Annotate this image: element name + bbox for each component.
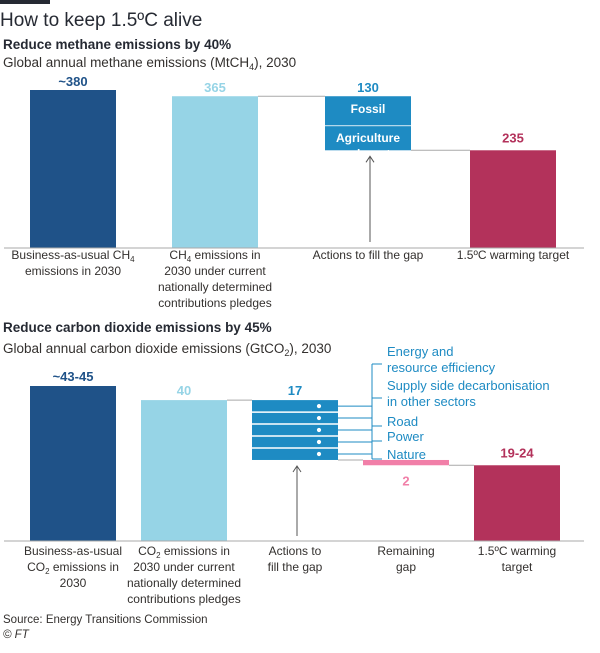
value-label-current-pledges: 365 — [204, 80, 226, 95]
annotation-4-line1: Nature — [387, 447, 426, 462]
co2-gap-arrow-head — [292, 465, 302, 473]
copyright: © FT — [3, 629, 30, 641]
category-remaining-gap-line1: Remaining — [377, 544, 434, 558]
annotation-3-line1: Power — [387, 429, 425, 444]
value-label-gap: 130 — [357, 80, 379, 95]
category-business-as-usual-line1: Business-as-usual CH4 — [11, 248, 135, 264]
category-actions-gap-line2: fill the gap — [268, 560, 323, 574]
category-current-pledges-line4: contributions pledges — [158, 296, 271, 310]
category-current-pledges-line2: 2030 under current — [133, 560, 235, 574]
annotation-1-line1: Supply side decarbonisation — [387, 378, 550, 393]
segment-fossil — [325, 96, 411, 126]
category-warming-target-line1: 1.5ºC warming — [478, 544, 556, 558]
methane-subtitle: Reduce methane emissions by 40% — [3, 37, 231, 52]
category-business-as-usual-line1: Business-as-usual — [24, 544, 122, 558]
category-warming-target-line2: target — [502, 560, 533, 574]
bar-current-pledges — [141, 400, 227, 541]
category-actions-gap: Actions to fill the gap — [313, 248, 424, 262]
category-current-pledges-line1: CH4 emissions in — [169, 248, 260, 264]
co2-description: Global annual carbon dioxide emissions (… — [3, 341, 331, 358]
callout-dot-3 — [315, 438, 323, 446]
chart-title: How to keep 1.5ºC alive — [0, 10, 202, 31]
segment-agriculture-label: Agriculture — [336, 131, 400, 145]
value-label-warming-target: 19-24 — [500, 445, 534, 460]
category-current-pledges-line3: nationally determined — [127, 576, 241, 590]
category-current-pledges-line2: 2030 under current — [164, 264, 266, 278]
category-warming-target: 1.5ºC warming target — [457, 248, 570, 262]
category-current-pledges-line4: contributions pledges — [127, 592, 240, 606]
annotation-1-line2: in other sectors — [387, 394, 476, 409]
callout-dot-0 — [315, 402, 323, 410]
callout-dot-2 — [315, 426, 323, 434]
bar-business-as-usual — [30, 90, 116, 248]
annotation-0-line2: resource efficiency — [387, 360, 496, 375]
category-business-as-usual-line3: 2030 — [60, 576, 87, 590]
annotation-0-line1: Energy and — [387, 344, 454, 359]
category-remaining-gap-line2: gap — [396, 560, 416, 574]
source-note: Source: Energy Transitions Commission — [3, 614, 208, 626]
bar-remaining-gap — [363, 459, 449, 466]
segment-waste-label: and waste — [339, 147, 397, 161]
co2-subtitle: Reduce carbon dioxide emissions by 45% — [3, 320, 272, 335]
annotation-2-line1: Road — [387, 414, 418, 429]
methane-chart: Fossil Agriculture and waste ~380 365 130 235 B… — [4, 74, 584, 310]
value-label-remaining-gap: 2 — [402, 473, 409, 488]
bar-current-pledges — [172, 96, 258, 248]
methane-gap-arrow-head — [365, 155, 375, 163]
segment-agriculture-waste — [325, 126, 411, 151]
value-label-gap: 17 — [288, 383, 302, 398]
callout-dot-4 — [315, 450, 323, 458]
value-label-business-as-usual: ~43-45 — [53, 369, 94, 384]
callout-dot-1 — [315, 414, 323, 422]
segment-fossil-label: Fossil — [351, 102, 386, 116]
value-label-current-pledges: 40 — [177, 383, 191, 398]
value-label-business-as-usual: ~380 — [58, 74, 87, 89]
category-actions-gap-line1: Actions to — [269, 544, 322, 558]
value-label-warming-target: 235 — [502, 130, 524, 145]
category-business-as-usual-line2: CO2 emissions in — [27, 560, 119, 576]
title-rule — [0, 0, 50, 4]
methane-description: Global annual methane emissions (MtCH4),… — [3, 55, 296, 72]
bar-warming-target — [470, 150, 556, 248]
bar-business-as-usual — [30, 386, 116, 541]
category-business-as-usual-line2: emissions in 2030 — [25, 264, 121, 278]
category-current-pledges-line1: CO2 emissions in — [138, 544, 230, 560]
bar-warming-target — [474, 465, 560, 541]
category-current-pledges-line3: nationally determined — [158, 280, 272, 294]
